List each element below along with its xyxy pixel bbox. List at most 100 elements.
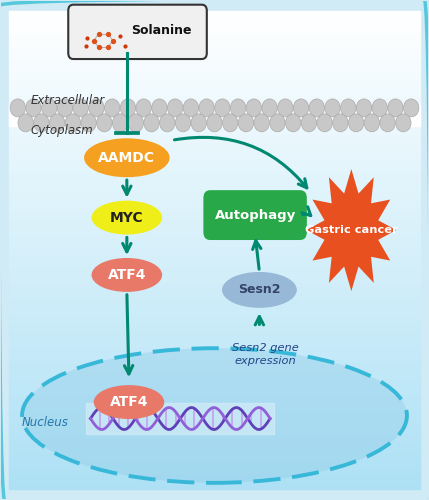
Text: Nucleus: Nucleus [22,416,69,428]
FancyBboxPatch shape [203,190,307,240]
Circle shape [380,114,395,132]
Bar [9,346,420,350]
Text: AAMDC: AAMDC [98,151,155,165]
Bar [9,138,420,142]
FancyArrowPatch shape [124,294,133,374]
Bar [9,466,420,469]
Bar [9,174,420,178]
Circle shape [301,114,317,132]
Circle shape [10,99,25,117]
Text: ATF4: ATF4 [108,268,146,282]
Bar [9,218,420,222]
Bar [9,222,420,226]
Bar [9,110,420,114]
Bar [9,158,420,162]
Circle shape [120,99,136,117]
Bar [9,170,420,174]
Bar [9,314,420,318]
Bar [9,194,420,198]
Bar [9,230,420,234]
Circle shape [26,99,41,117]
Circle shape [128,114,144,132]
Text: Gastric cancer: Gastric cancer [305,225,398,235]
Circle shape [246,99,262,117]
Bar [9,238,420,242]
Bar [9,386,420,390]
Bar [9,206,420,210]
Circle shape [223,114,238,132]
Bar [9,182,420,186]
Text: ATF4: ATF4 [110,395,148,409]
Bar [9,414,420,418]
Circle shape [34,114,49,132]
Bar [9,246,420,250]
Bar [9,422,420,426]
Circle shape [144,114,159,132]
Bar [9,454,420,458]
Circle shape [341,99,356,117]
Circle shape [364,114,380,132]
Bar [9,274,420,278]
Circle shape [317,114,332,132]
Bar [9,318,420,322]
Bar [9,370,420,374]
Text: Cytoplasm: Cytoplasm [30,124,94,137]
Bar [9,22,420,26]
Circle shape [278,99,293,117]
Bar [9,190,420,194]
Bar [9,410,420,414]
Circle shape [97,114,112,132]
Bar [9,62,420,66]
Text: Solanine: Solanine [131,24,191,37]
Text: Sesn2: Sesn2 [238,284,281,296]
Bar [9,418,420,422]
Circle shape [230,99,246,117]
Bar [9,66,420,70]
Circle shape [18,114,33,132]
Circle shape [262,99,277,117]
Bar [9,214,420,218]
Bar [9,134,420,138]
Polygon shape [306,169,396,291]
Bar [9,270,420,274]
Text: Autophagy: Autophagy [214,208,296,222]
Bar [9,74,420,78]
Bar [9,162,420,166]
Bar [9,210,420,214]
Ellipse shape [22,348,407,483]
Bar [9,434,420,438]
Bar [9,42,420,46]
Bar [9,450,420,454]
Circle shape [404,99,419,117]
Circle shape [81,114,96,132]
Circle shape [214,99,230,117]
FancyArrowPatch shape [175,138,307,188]
Bar [9,330,420,334]
Circle shape [105,99,120,117]
Bar [9,34,420,38]
Bar [9,10,420,14]
Bar [9,310,420,314]
Bar [9,154,420,158]
Circle shape [49,114,65,132]
Bar [9,254,420,258]
Bar [9,50,420,54]
Bar [9,446,420,450]
Bar [9,70,420,74]
Circle shape [73,99,88,117]
Bar [9,98,420,102]
Bar [9,142,420,146]
Bar [9,198,420,202]
Bar [9,486,420,490]
Bar [9,14,420,18]
Circle shape [42,99,57,117]
Bar [9,54,420,58]
Bar [9,46,420,50]
Bar [9,378,420,382]
Ellipse shape [222,272,297,308]
Bar [9,94,420,98]
Bar [9,458,420,462]
Bar [9,186,420,190]
Bar [9,362,420,366]
Bar [9,438,420,442]
